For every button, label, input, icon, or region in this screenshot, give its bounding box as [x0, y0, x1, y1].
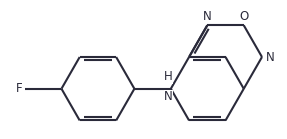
Text: H: H: [164, 70, 172, 83]
Text: F: F: [16, 82, 22, 95]
Text: N: N: [266, 50, 275, 64]
Text: O: O: [239, 10, 248, 23]
Text: N: N: [164, 90, 172, 103]
Text: N: N: [203, 10, 212, 23]
